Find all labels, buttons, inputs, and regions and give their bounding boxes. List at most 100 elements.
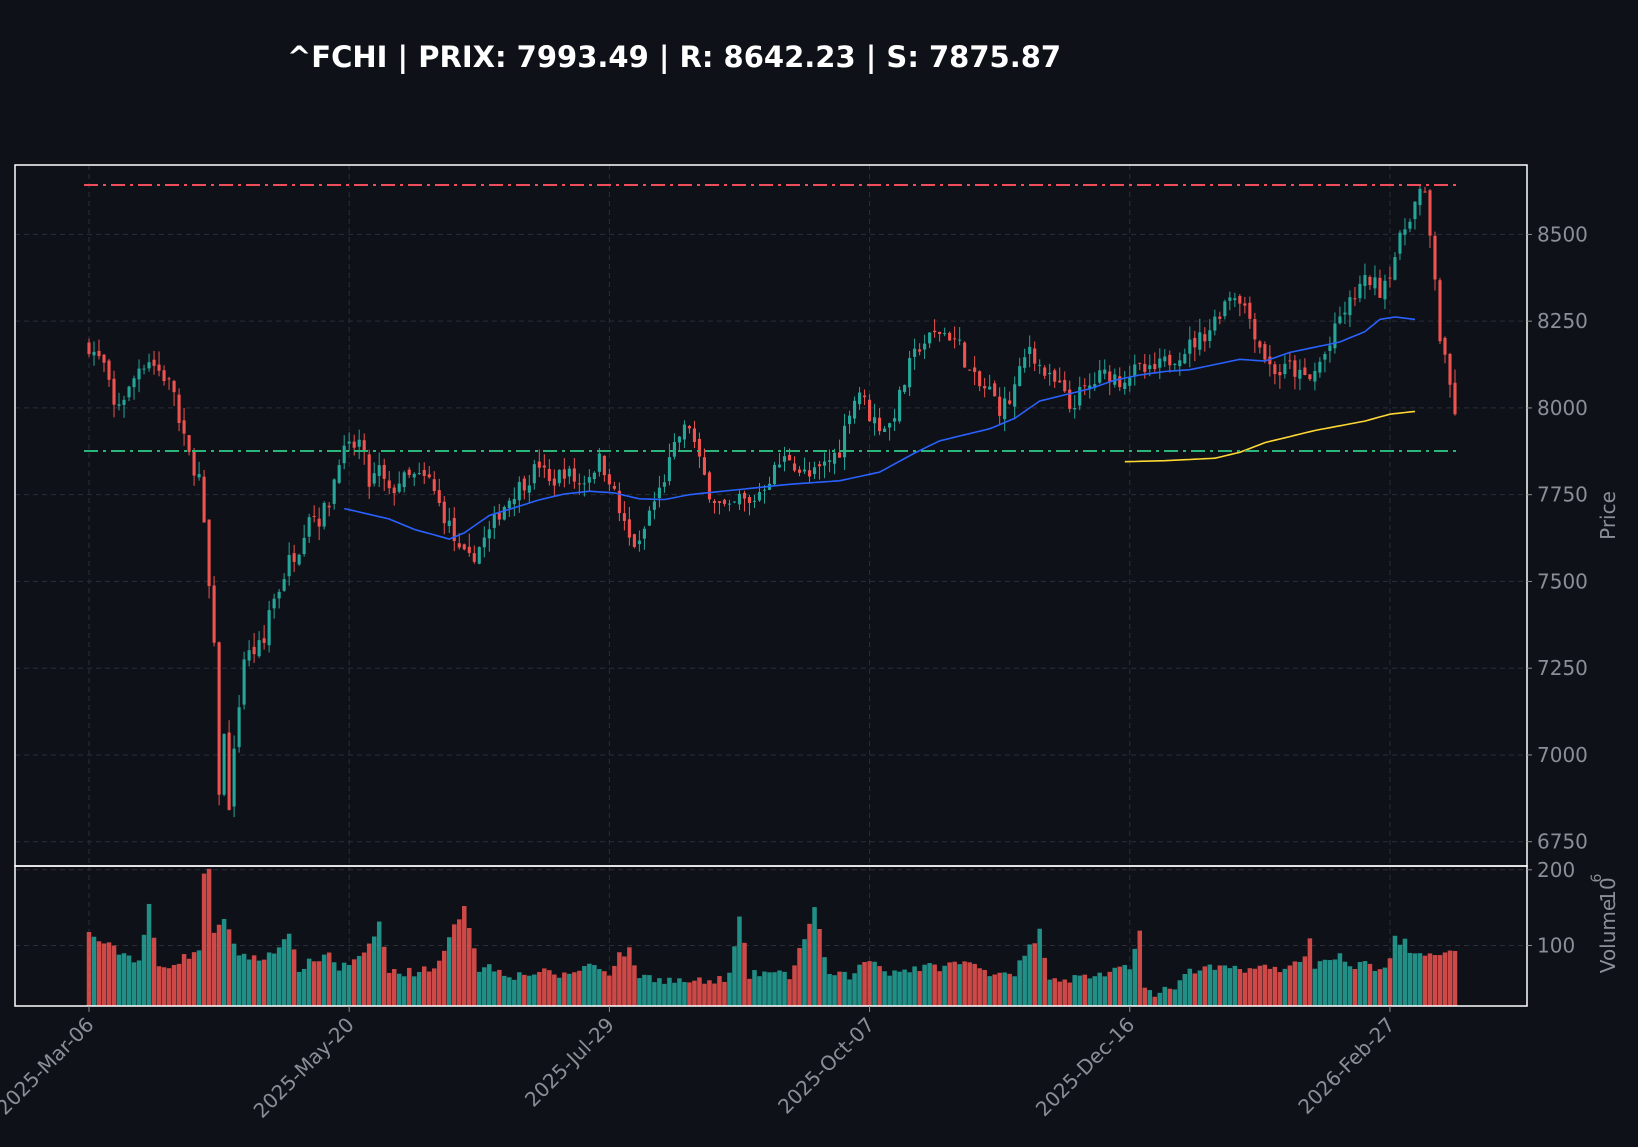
candle-body — [457, 543, 461, 548]
candle-body — [1413, 201, 1417, 220]
volume-bar — [1132, 948, 1138, 1006]
candle-body — [948, 332, 952, 341]
candle-body — [1208, 330, 1212, 341]
volume-bar — [517, 972, 522, 1006]
candle-body — [132, 378, 136, 388]
candle-body — [272, 598, 276, 609]
volume-bar — [787, 979, 792, 1006]
candle-body — [843, 425, 847, 458]
candle-body — [502, 507, 506, 520]
volume-bar — [1272, 966, 1278, 1006]
volume-bar — [186, 958, 192, 1006]
volume-bar — [1017, 960, 1022, 1006]
candle-body — [222, 733, 226, 795]
candles — [87, 184, 1457, 818]
candle-body — [837, 452, 842, 458]
candle-body — [1188, 339, 1192, 354]
volume-bar — [607, 975, 612, 1006]
volume-bar — [1432, 955, 1438, 1006]
candle-body — [322, 502, 326, 527]
candle-body — [467, 546, 471, 553]
candle-body — [162, 370, 166, 382]
candle-body — [407, 469, 411, 476]
volume-bar — [1407, 952, 1413, 1006]
candle-body — [928, 332, 932, 344]
sma-slow-line — [1124, 410, 1416, 463]
volume-bar — [1042, 957, 1047, 1006]
candle-body — [372, 473, 376, 484]
candle-body — [1213, 316, 1217, 331]
volume-bar — [1087, 978, 1092, 1006]
volume-bar — [437, 960, 442, 1006]
volume-bar — [1117, 966, 1123, 1006]
volume-bar — [1342, 961, 1348, 1006]
volume-bar — [246, 959, 252, 1006]
volume-bar — [737, 916, 742, 1006]
volume-bar — [507, 977, 512, 1006]
volume-bar — [957, 964, 962, 1006]
volume-bar — [717, 976, 722, 1006]
volume-bar — [1392, 935, 1398, 1006]
volume-bar — [692, 980, 697, 1006]
candle-body — [277, 591, 281, 599]
candle-body — [983, 386, 987, 389]
volume-bar — [1277, 972, 1283, 1006]
candle-body — [1288, 360, 1292, 362]
volume-bar — [176, 963, 182, 1006]
volume-bar — [722, 981, 727, 1006]
volume-bar — [91, 936, 97, 1006]
candle-body — [993, 383, 997, 397]
volume-bar — [567, 973, 572, 1006]
candle-body — [827, 460, 832, 462]
x-tick-label: 2025-Jul-29 — [520, 1013, 619, 1112]
candle-body — [1108, 371, 1112, 382]
candle-body — [677, 436, 681, 443]
volume-bar — [276, 947, 282, 1006]
volume-bar — [772, 972, 777, 1006]
candle-body — [1428, 190, 1432, 236]
volume-bar — [547, 970, 552, 1006]
candle-body — [252, 646, 256, 655]
candle-body — [97, 350, 101, 357]
x-tick-label: 2026-Feb-27 — [1293, 1013, 1399, 1119]
candle-body — [487, 529, 491, 539]
candle-body — [262, 638, 266, 643]
volume-bar — [1112, 967, 1118, 1006]
volume-bar — [767, 972, 772, 1006]
volume-bar — [552, 974, 557, 1006]
volume-bar — [1437, 955, 1443, 1006]
volume-bar — [256, 960, 262, 1006]
candle-body — [447, 520, 451, 527]
volume-bar — [106, 942, 112, 1006]
candle-body — [617, 490, 621, 514]
volume-bar — [1252, 968, 1258, 1006]
volume-bar — [1167, 988, 1173, 1006]
candle-body — [707, 472, 712, 500]
volume-bar — [582, 966, 587, 1006]
candle-body — [1403, 229, 1407, 235]
candle-body — [1438, 280, 1442, 342]
y-tick-label: 7500 — [1537, 569, 1588, 593]
volume-bar — [1127, 969, 1133, 1006]
volume-bar — [1142, 987, 1148, 1006]
volume-bar — [1072, 975, 1077, 1006]
volume-bar — [537, 971, 542, 1006]
volume-bar — [742, 942, 747, 1006]
volume-bar — [1102, 976, 1107, 1006]
candle-body — [1318, 361, 1322, 373]
volume-bar — [947, 962, 952, 1006]
volume-bar — [927, 963, 932, 1006]
candle-body — [687, 426, 691, 429]
candle-body — [602, 455, 606, 476]
volume-bar — [331, 962, 337, 1006]
candle-body — [1418, 188, 1422, 206]
y-tick-label: 8250 — [1537, 309, 1588, 333]
volume-bar — [361, 952, 367, 1006]
candle-body — [582, 483, 586, 485]
volume-bar — [326, 952, 332, 1006]
candle-body — [562, 469, 566, 479]
volume-bar — [1032, 943, 1037, 1006]
volume-bar — [1387, 958, 1393, 1006]
candle-body — [1118, 376, 1122, 388]
candle-body — [477, 547, 481, 564]
